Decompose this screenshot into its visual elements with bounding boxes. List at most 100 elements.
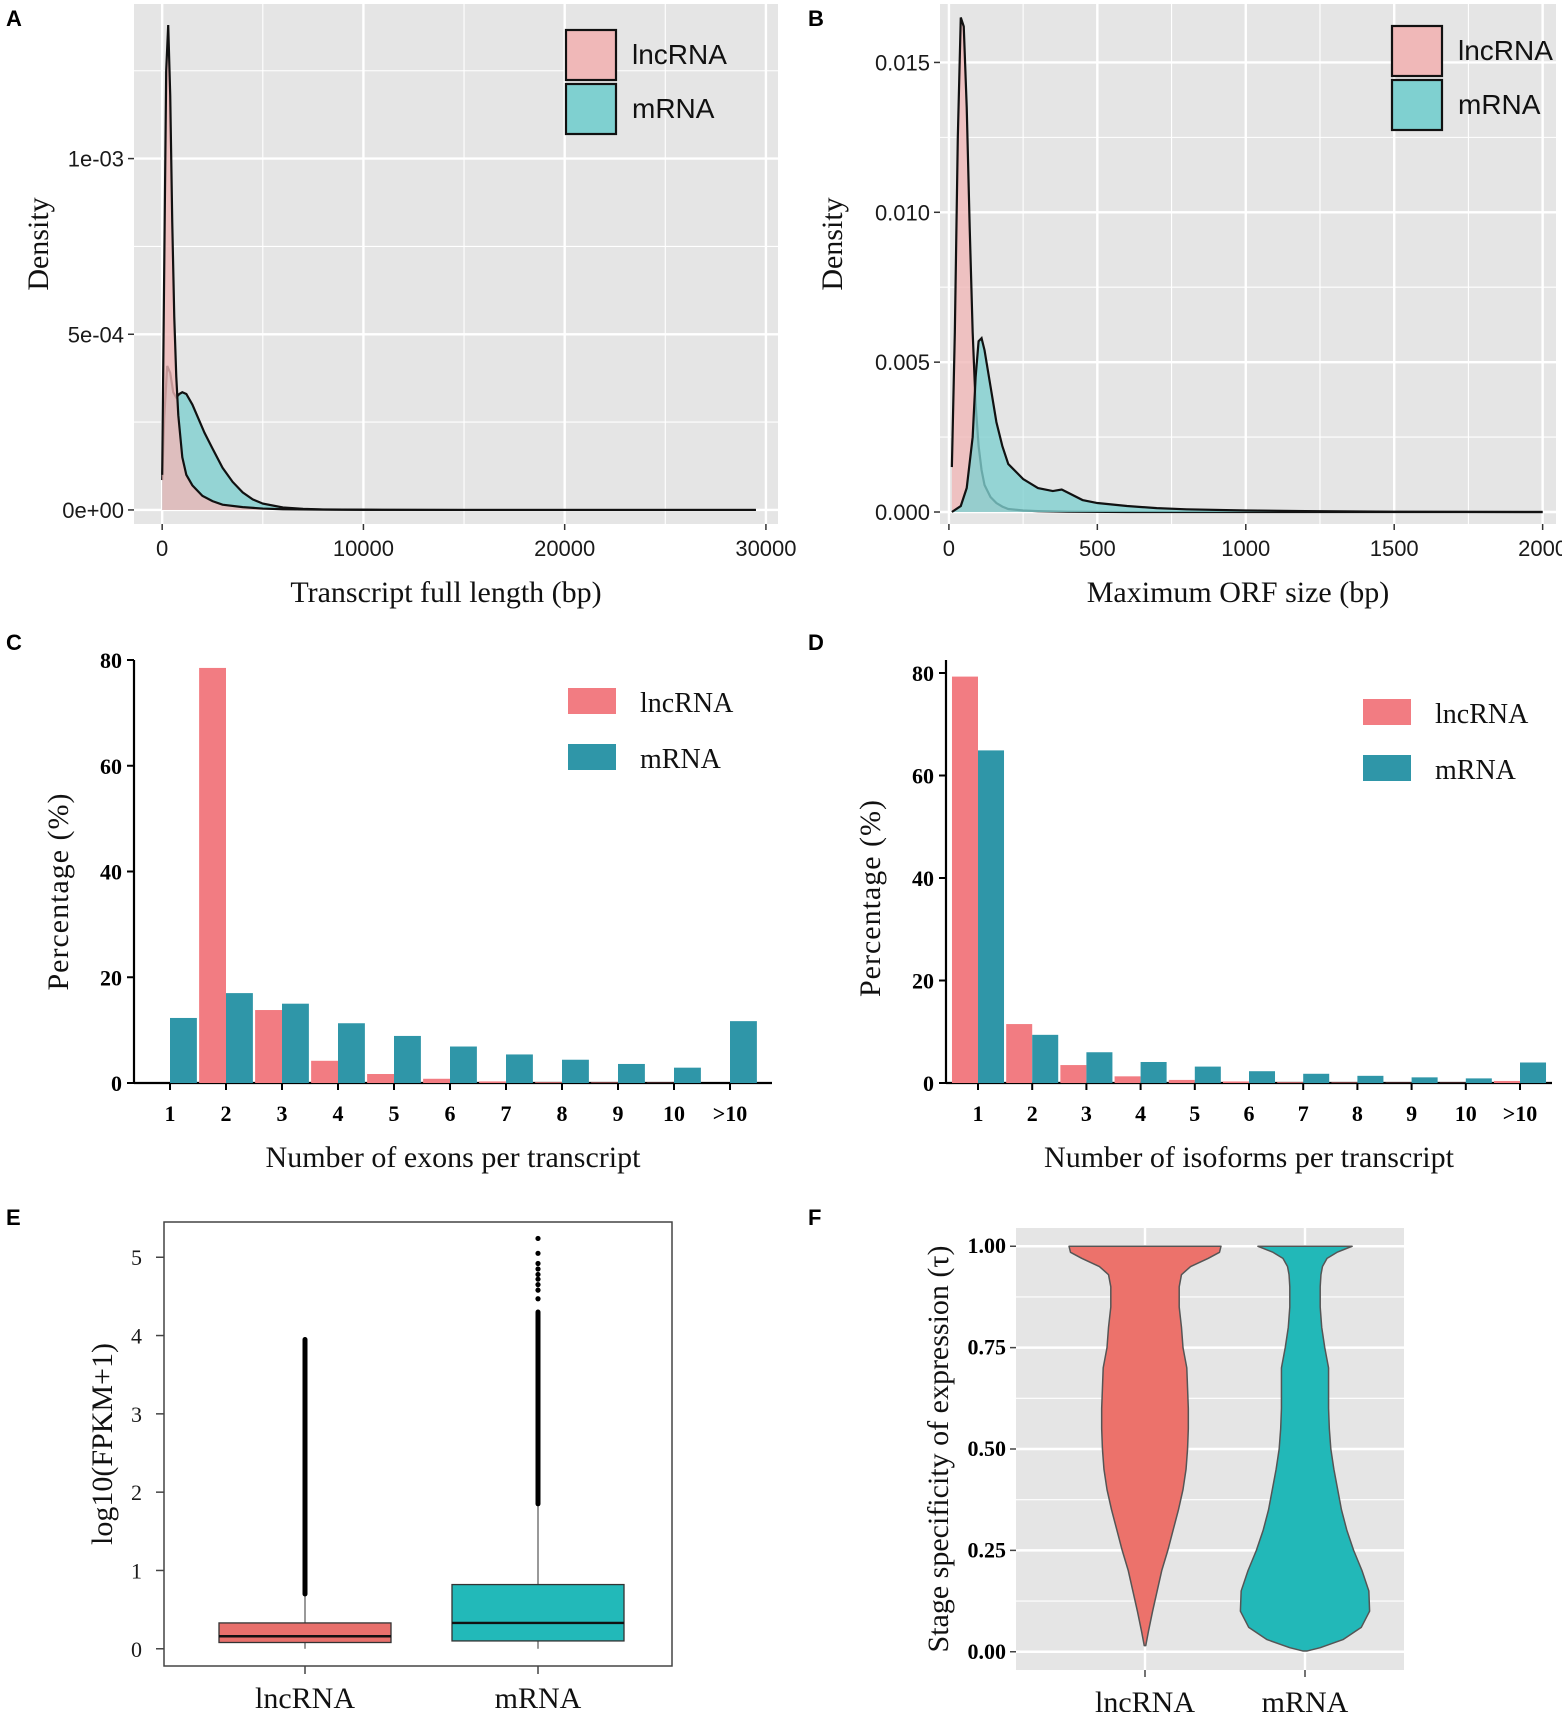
bar-mrna <box>1194 1066 1221 1083</box>
panel-letter-d: D <box>808 630 824 655</box>
y-axis-title: Percentage (%) <box>854 799 887 997</box>
y-tick-label: 1e-03 <box>68 147 124 172</box>
density-area-mrna <box>951 338 1543 513</box>
y-tick-label: 0 <box>131 1637 142 1662</box>
legend-key-lncrna <box>568 688 616 714</box>
x-tick-label: 0 <box>943 536 955 561</box>
bar-lncrna <box>367 1074 394 1083</box>
bar-lncrna <box>1493 1080 1520 1083</box>
y-tick-label: 40 <box>912 866 934 891</box>
outlier-point <box>535 1296 541 1302</box>
legend-key-mrna <box>564 82 618 136</box>
panel-letter-e: E <box>6 1205 21 1230</box>
bar-mrna <box>1086 1052 1113 1083</box>
x-tick-label: 9 <box>613 1101 624 1126</box>
y-axis-title: Density <box>816 197 849 290</box>
y-axis-title: Stage specificity of expression (τ) <box>922 1246 955 1653</box>
bar-mrna <box>338 1023 365 1083</box>
x-tick-label: 7 <box>501 1101 512 1126</box>
y-tick-label: 0 <box>923 1071 934 1096</box>
x-tick-label: 2000 <box>1518 536 1562 561</box>
y-tick-label: 0 <box>111 1071 122 1096</box>
density-area-mrna <box>162 365 756 510</box>
bar-lncrna <box>1114 1076 1141 1083</box>
x-tick-label: 9 <box>1406 1101 1417 1126</box>
bar-lncrna <box>423 1078 450 1083</box>
x-tick-label: 4 <box>333 1101 344 1126</box>
outlier-point <box>535 1287 541 1293</box>
x-tick-label: 5 <box>1189 1101 1200 1126</box>
outlier-point <box>535 1271 541 1278</box>
panel-letter-c: C <box>6 630 22 655</box>
x-tick-label: mRNA <box>495 1682 582 1712</box>
bar-lncrna <box>1168 1079 1195 1083</box>
y-tick-label: 0e+00 <box>62 498 124 523</box>
x-axis-title: Transcript full length (bp) <box>290 576 601 609</box>
x-tick-label: 20000 <box>534 536 595 561</box>
bar-mrna <box>1303 1073 1330 1083</box>
violin-lncrna <box>1068 1245 1222 1647</box>
x-tick-label: 1 <box>165 1101 176 1126</box>
y-tick-label: 60 <box>912 764 934 789</box>
chart-b-density-orf: 0 500 1000 1500 2000 0.000 0.005 0.010 0.015 Maxi… <box>816 4 1562 609</box>
y-tick-label: 0.50 <box>968 1436 1007 1461</box>
y-tick-label: 1.00 <box>968 1233 1007 1258</box>
bar-lncrna <box>1060 1065 1087 1083</box>
plot-background <box>134 4 778 524</box>
y-tick-label: 3 <box>131 1402 142 1427</box>
bar-mrna <box>1411 1077 1438 1083</box>
legend-label: mRNA <box>640 744 722 775</box>
legend-key-mrna <box>1363 755 1411 781</box>
y-tick-label: 4 <box>131 1324 142 1349</box>
chart-d-isoforms-bar: 0 20 40 60 80 1 2 3 4 5 6 7 8 9 10 >10 Number of isoform… <box>854 660 1552 1174</box>
outlier-point <box>535 1235 541 1242</box>
x-tick-label: 1500 <box>1370 536 1419 561</box>
bar-lncrna <box>1222 1081 1249 1083</box>
bar-mrna <box>730 1021 757 1083</box>
y-tick-label: 5e-04 <box>68 322 124 347</box>
y-tick-label: 0.75 <box>968 1335 1007 1360</box>
panel-letter-a: A <box>6 6 22 31</box>
x-tick-label: 6 <box>445 1101 456 1126</box>
bar-mrna <box>1032 1034 1059 1083</box>
bar-mrna <box>1520 1062 1547 1083</box>
y-tick-label: 20 <box>100 965 122 990</box>
x-tick-label: 3 <box>277 1101 288 1126</box>
chart-f-tau-violin: lncRNA mRNA 0.00 0.25 0.50 0.75 1.00 Stage spec… <box>922 1228 1404 1712</box>
bar-lncrna <box>1331 1082 1358 1083</box>
x-tick-label: 10 <box>663 1101 685 1126</box>
bar-mrna <box>562 1059 589 1083</box>
legend-key-lncrna <box>1363 699 1411 725</box>
bar-mrna <box>450 1046 477 1083</box>
x-axis-title: Maximum ORF size (bp) <box>1087 576 1389 609</box>
x-tick-label: 8 <box>1352 1101 1363 1126</box>
x-tick-label: 30000 <box>735 536 796 561</box>
bar-mrna <box>1140 1061 1167 1083</box>
bar-mrna <box>282 1003 309 1083</box>
bar-mrna <box>978 750 1005 1083</box>
density-line-mrna <box>951 336 1543 514</box>
bar-lncrna <box>591 1082 618 1083</box>
y-tick-label: 0.010 <box>875 200 930 225</box>
bar-lncrna <box>199 667 226 1083</box>
x-tick-label: 10 <box>1455 1101 1477 1126</box>
bar-lncrna <box>311 1060 338 1083</box>
bar-mrna <box>1249 1071 1276 1083</box>
y-tick-label: 5 <box>131 1245 142 1270</box>
x-tick-label: 6 <box>1244 1101 1255 1126</box>
legend-key-mrna <box>568 744 616 770</box>
box-mrna <box>451 1583 625 1642</box>
x-tick-label: >10 <box>1503 1101 1538 1126</box>
bar-mrna <box>674 1067 701 1083</box>
legend-label: mRNA <box>1435 755 1517 786</box>
bar-mrna <box>226 993 253 1083</box>
x-tick-label: mRNA <box>1262 1686 1349 1712</box>
y-tick-label: 80 <box>912 661 934 686</box>
x-tick-label: 0 <box>156 536 168 561</box>
bar-mrna <box>618 1063 645 1083</box>
y-tick-label: 2 <box>131 1480 142 1505</box>
legend-label: lncRNA <box>640 688 734 719</box>
legend-key-lncrna <box>564 28 618 82</box>
panel-letter-f: F <box>808 1205 821 1230</box>
